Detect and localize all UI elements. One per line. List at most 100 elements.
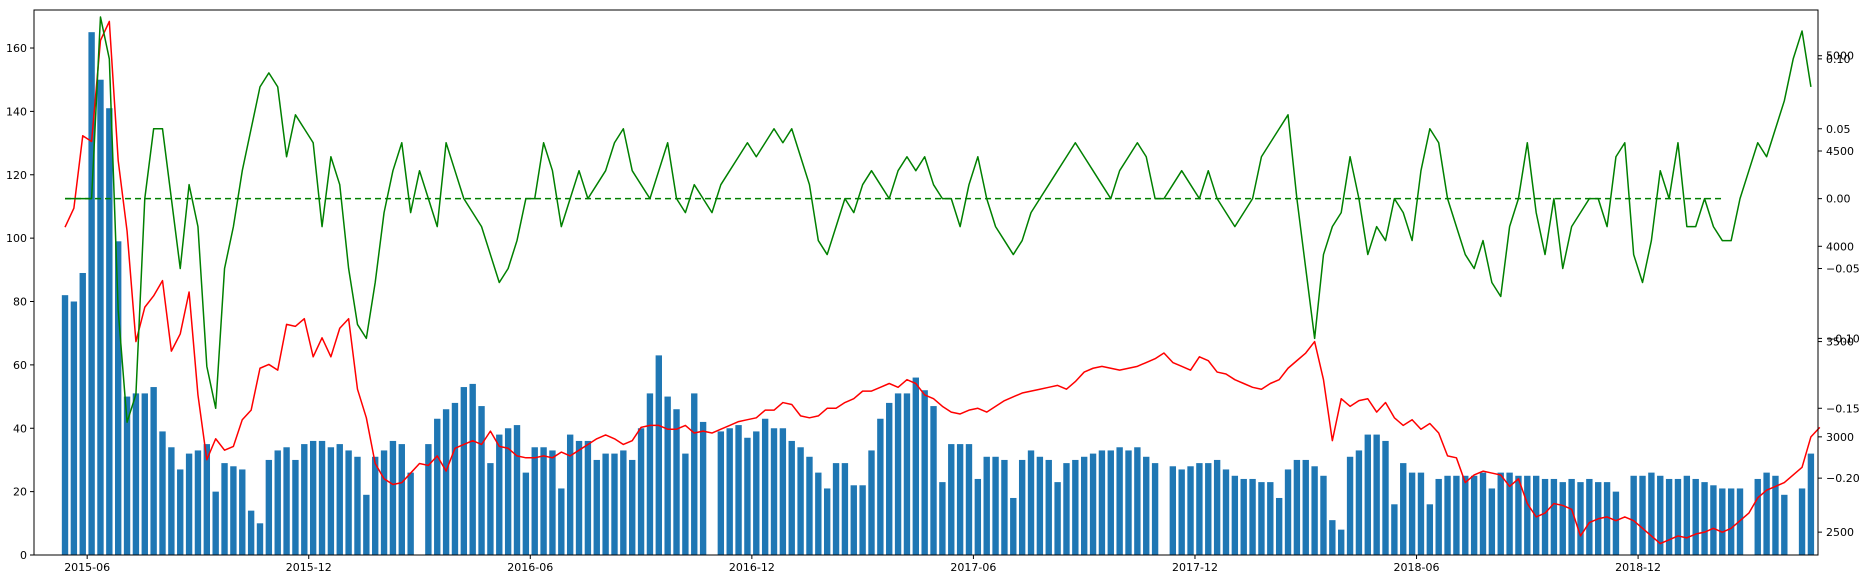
bar: [673, 409, 680, 555]
bar: [593, 459, 600, 555]
bar: [664, 396, 671, 555]
bar: [1364, 434, 1371, 555]
bar: [1417, 472, 1425, 555]
series-lines: [64, 16, 1821, 545]
bar: [434, 418, 441, 555]
bar: [372, 456, 379, 555]
bar: [566, 434, 574, 555]
bar: [513, 425, 521, 555]
x-tick-label: 2018-06: [1394, 561, 1440, 574]
bar: [1284, 469, 1292, 555]
bar: [1488, 488, 1496, 555]
bar: [921, 390, 928, 555]
bar: [877, 418, 884, 555]
bar: [1426, 504, 1434, 555]
right-return-tick-label: 0.05: [1826, 123, 1851, 136]
bar: [1559, 482, 1566, 555]
left-y-tick-label: 140: [6, 105, 27, 118]
bar: [868, 450, 875, 555]
bar: [1444, 475, 1451, 555]
bar: [1258, 482, 1265, 555]
series-line-1: [64, 20, 1821, 545]
bar: [761, 418, 769, 555]
bar: [912, 377, 919, 555]
bar: [159, 431, 166, 555]
bar: [1240, 478, 1247, 555]
bar: [1665, 478, 1673, 555]
bar: [1692, 478, 1699, 555]
bar: [1754, 478, 1761, 555]
bar: [327, 447, 335, 555]
bar: [398, 444, 405, 555]
bar: [168, 447, 175, 555]
bar: [939, 482, 946, 555]
bar: [1196, 463, 1203, 555]
bar: [886, 402, 893, 555]
bar: [1027, 450, 1035, 555]
bar: [451, 402, 459, 555]
bar: [1178, 469, 1185, 555]
bar: [1311, 466, 1318, 555]
bar: [1249, 478, 1256, 555]
bar: [150, 387, 157, 555]
bar: [575, 440, 583, 555]
bar: [1639, 475, 1646, 555]
bar: [1798, 488, 1806, 555]
x-tick-label: 2015-12: [286, 561, 332, 574]
bar: [1736, 488, 1744, 555]
bar: [1470, 475, 1478, 555]
bar: [646, 393, 654, 555]
bar: [106, 108, 113, 555]
bar: [584, 440, 592, 555]
bar: [1772, 475, 1779, 555]
bar: [1435, 478, 1442, 555]
bar: [1134, 447, 1141, 555]
right-return-tick-label: 0.00: [1826, 193, 1851, 206]
x-tick-label: 2016-06: [507, 561, 553, 574]
bar: [1072, 459, 1079, 555]
bar: [442, 409, 450, 555]
bar: [177, 469, 184, 555]
bar: [185, 453, 193, 555]
bar: [1603, 482, 1611, 555]
bar: [753, 431, 760, 555]
right-price-tick-label: 3500: [1826, 336, 1854, 349]
bar: [1098, 450, 1106, 555]
bar: [1275, 497, 1283, 555]
bar: [1586, 478, 1593, 555]
bar: [1506, 472, 1513, 555]
left-y-tick-label: 0: [20, 549, 27, 562]
bar: [1373, 434, 1380, 555]
bar: [1515, 475, 1522, 555]
bar: [194, 450, 202, 555]
bar: [1010, 497, 1017, 555]
bar: [983, 456, 990, 555]
bar: [1063, 463, 1070, 555]
bar: [115, 241, 122, 555]
right-price-tick-label: 4500: [1826, 145, 1854, 158]
bar: [61, 295, 69, 555]
bar: [1612, 491, 1620, 555]
bar: [221, 463, 228, 555]
bar: [1807, 453, 1815, 555]
bar: [549, 450, 556, 555]
bar: [1302, 459, 1309, 555]
bar: [97, 79, 104, 556]
bar: [203, 444, 211, 555]
bar: [770, 428, 778, 555]
bar: [1346, 456, 1354, 555]
bar: [1541, 478, 1549, 555]
bar: [123, 396, 131, 555]
bar: [1036, 456, 1044, 555]
bar: [1532, 475, 1540, 555]
bar: [1081, 456, 1088, 555]
bar: [70, 301, 78, 555]
bar: [1497, 472, 1504, 555]
bar: [1630, 475, 1637, 555]
bar: [212, 491, 219, 555]
left-y-tick-label: 40: [13, 422, 27, 435]
bar: [948, 444, 955, 555]
bar: [301, 444, 308, 555]
bar: [239, 469, 246, 555]
